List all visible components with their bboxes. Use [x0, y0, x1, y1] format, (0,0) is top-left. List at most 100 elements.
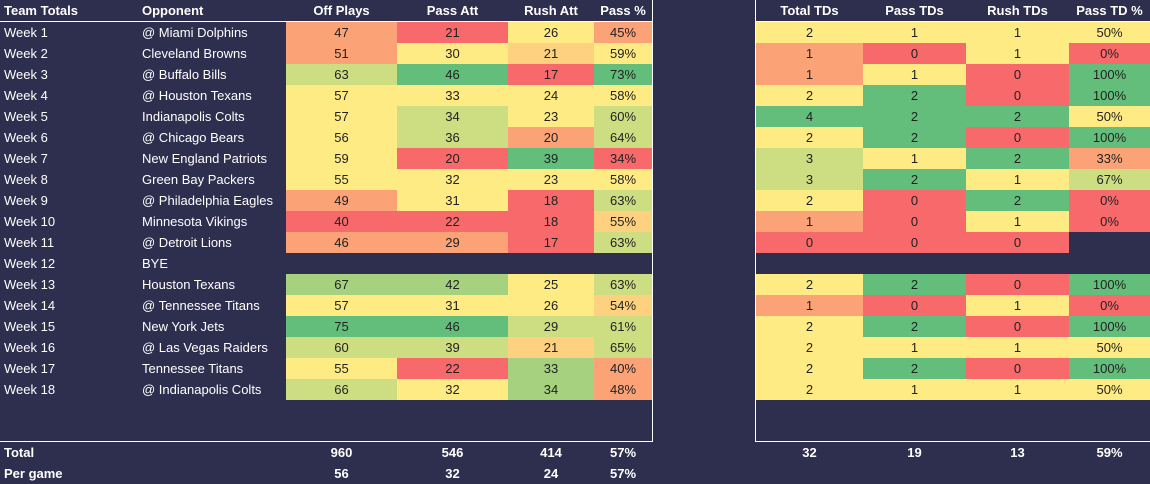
- stat-cell: 61%: [594, 316, 652, 337]
- td-cell: 3: [756, 169, 863, 190]
- stat-cell: 58%: [594, 85, 652, 106]
- td-cell: 3: [756, 148, 863, 169]
- td-cell: 1: [756, 295, 863, 316]
- total-row: Total 960 546 414 57%: [0, 442, 652, 463]
- td-row: 2 1 1 50%: [756, 22, 1150, 43]
- stat-cell: 18: [508, 190, 594, 211]
- stat-cell: 59%: [594, 43, 652, 64]
- td-cell: 1: [756, 211, 863, 232]
- td-cell: 50%: [1069, 22, 1150, 43]
- td-header-row: Total TDs Pass TDs Rush TDs Pass TD %: [756, 0, 1150, 22]
- table-row: Week 1 @ Miami Dolphins 47 21 26 45%: [0, 22, 652, 43]
- td-cell: 0: [863, 43, 966, 64]
- td-cell: 1: [966, 169, 1069, 190]
- stat-cell: 67: [286, 274, 397, 295]
- stat-cell: 30: [397, 43, 508, 64]
- opponent-label: @ Buffalo Bills: [142, 67, 227, 82]
- stat-cell: 22: [397, 211, 508, 232]
- td-cell: 0%: [1069, 211, 1150, 232]
- td-row: 3 1 2 33%: [756, 148, 1150, 169]
- table-row: Week 5 Indianapolis Colts 57 34 23 60%: [0, 106, 652, 127]
- td-row: 4 2 2 50%: [756, 106, 1150, 127]
- stat-cell: 48%: [594, 379, 652, 400]
- td-row: 2 2 0 100%: [756, 127, 1150, 148]
- td-cell: 1: [756, 43, 863, 64]
- table-row: Week 14 @ Tennessee Titans 57 31 26 54%: [0, 295, 652, 316]
- stat-cell: 65%: [594, 337, 652, 358]
- week-label: Week 8: [4, 172, 48, 187]
- opponent-label: Green Bay Packers: [142, 172, 255, 187]
- stat-cell: [594, 253, 652, 274]
- stat-cell: 31: [397, 295, 508, 316]
- td-cell: 50%: [1069, 379, 1150, 400]
- td-total-row: 32 19 13 59%: [756, 442, 1150, 463]
- stat-cell: 66: [286, 379, 397, 400]
- stat-cell: 21: [508, 43, 594, 64]
- week-label: Week 12: [4, 256, 56, 271]
- table-border-right: [652, 0, 653, 442]
- stat-cell: 46: [397, 64, 508, 85]
- total-value: 57%: [609, 445, 637, 460]
- td-row: [756, 253, 1150, 274]
- week-label: Week 1: [4, 25, 48, 40]
- stat-cell: 55: [286, 169, 397, 190]
- td-cell: 2: [966, 106, 1069, 127]
- stat-cell: 34: [508, 379, 594, 400]
- stat-cell: 54%: [594, 295, 652, 316]
- per-game-value: 24: [543, 466, 559, 481]
- opponent-label: @ Chicago Bears: [142, 130, 245, 145]
- stat-cell: 64%: [594, 127, 652, 148]
- total-value: 960: [330, 445, 353, 460]
- td-spacer-row: [756, 400, 1150, 442]
- td-row: 1 0 1 0%: [756, 295, 1150, 316]
- td-cell: 50%: [1069, 106, 1150, 127]
- table-row: Week 3 @ Buffalo Bills 63 46 17 73%: [0, 64, 652, 85]
- week-label: Week 17: [4, 361, 56, 376]
- opponent-label: Minnesota Vikings: [142, 214, 248, 229]
- td-cell: 2: [756, 379, 863, 400]
- table-row: Week 7 New England Patriots 59 20 39 34%: [0, 148, 652, 169]
- td-cell: 1: [863, 337, 966, 358]
- week-label: Week 9: [4, 193, 48, 208]
- td-cell: 1: [966, 337, 1069, 358]
- stat-cell: 29: [508, 316, 594, 337]
- column-header: Opponent: [142, 3, 204, 18]
- stat-cell: 55: [286, 358, 397, 379]
- td-cell: 1: [966, 43, 1069, 64]
- td-cell: 100%: [1069, 274, 1150, 295]
- td-cell: 2: [756, 274, 863, 295]
- opponent-label: Houston Texans: [142, 277, 235, 292]
- stat-cell: 75: [286, 316, 397, 337]
- td-cell: 0%: [1069, 190, 1150, 211]
- td-row: 2 0 2 0%: [756, 190, 1150, 211]
- td-cell: 2: [863, 274, 966, 295]
- opponent-label: New York Jets: [142, 319, 225, 334]
- stat-cell: 60: [286, 337, 397, 358]
- td-cell: 1: [966, 295, 1069, 316]
- td-cell: 0: [756, 232, 863, 253]
- td-cell: 1: [863, 64, 966, 85]
- stat-cell: 46: [286, 232, 397, 253]
- column-header: Off Plays: [313, 3, 370, 18]
- stat-cell: 26: [508, 22, 594, 43]
- table-row: Week 9 @ Philadelphia Eagles 49 31 18 63%: [0, 190, 652, 211]
- td-row: 2 1 1 50%: [756, 337, 1150, 358]
- opponent-label: New England Patriots: [142, 151, 268, 166]
- stat-cell: 57: [286, 106, 397, 127]
- td-cell: 0: [966, 64, 1069, 85]
- week-label: Week 4: [4, 88, 48, 103]
- td-cell: 1: [966, 22, 1069, 43]
- td-cell: 2: [756, 85, 863, 106]
- column-header: Rush Att: [524, 3, 578, 18]
- stat-cell: 23: [508, 106, 594, 127]
- td-row: 2 2 0 100%: [756, 316, 1150, 337]
- td-cell: 2: [756, 316, 863, 337]
- td-cell: 100%: [1069, 358, 1150, 379]
- week-label: Week 6: [4, 130, 48, 145]
- stat-cell: 60%: [594, 106, 652, 127]
- td-row: 1 0 1 0%: [756, 43, 1150, 64]
- stat-cell: 63%: [594, 190, 652, 211]
- stat-cell: 42: [397, 274, 508, 295]
- td-cell: 0%: [1069, 295, 1150, 316]
